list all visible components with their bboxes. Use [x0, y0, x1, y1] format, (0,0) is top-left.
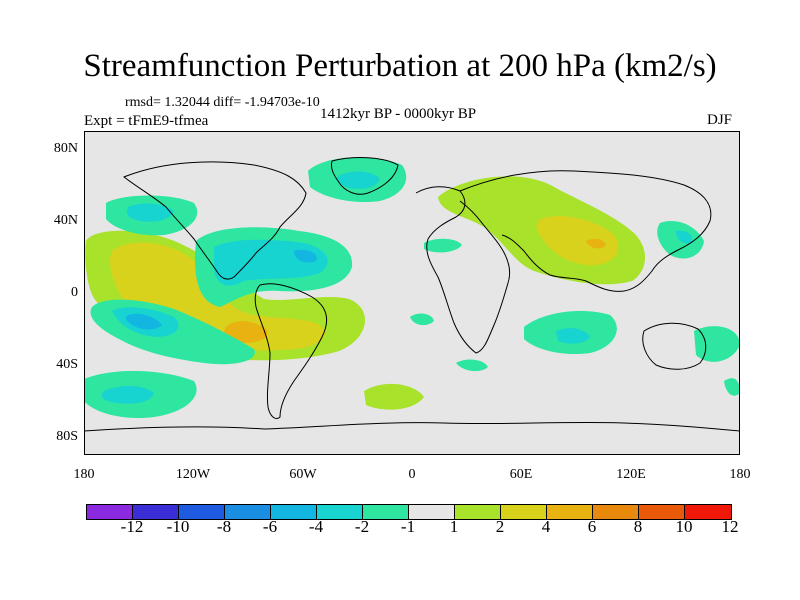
colorbar-level-label: -12	[120, 517, 144, 536]
contour-negative-far-east	[724, 378, 740, 396]
colorbar-level-label: 12	[721, 517, 739, 536]
asia-coast	[459, 170, 712, 292]
contour-fills	[84, 157, 740, 419]
colorbar-swatch	[455, 505, 501, 519]
europe-africa-coast	[415, 186, 511, 354]
contour-negative-south-pacific-core	[125, 313, 162, 330]
colorbar-level-label: 4	[541, 517, 551, 536]
contour-positive-asia-core	[586, 238, 606, 249]
north-america-coast	[122, 161, 307, 280]
antarctica-coast	[84, 421, 740, 432]
colorbar-swatch	[179, 505, 225, 519]
colorbar-level-label: -6	[262, 517, 278, 536]
colorbar-swatch	[593, 505, 639, 519]
lon-tick-label: 60E	[509, 467, 533, 482]
coastlines	[84, 157, 740, 432]
colorbar-swatch	[363, 505, 409, 519]
contour-negative-north-pacific-inner	[126, 203, 174, 222]
lon-tick-label: 120E	[616, 467, 646, 482]
contour-negative-south-atlantic	[456, 359, 488, 372]
contour-positive-asia-inner	[536, 216, 619, 266]
lat-tick-label: 40S	[56, 357, 78, 372]
colorbar-swatch	[87, 505, 133, 519]
lat-tick-label: 80S	[56, 429, 78, 444]
colorbar-swatch	[409, 505, 455, 519]
colorbar-swatch	[225, 505, 271, 519]
colorbar-level-label: -8	[216, 517, 232, 536]
colorbar-level-label: -10	[166, 517, 190, 536]
colorbar-level-label: -2	[354, 517, 370, 536]
colorbar-swatch	[639, 505, 685, 519]
map-panel	[84, 131, 740, 455]
lon-tick-label: 60W	[289, 467, 317, 482]
experiment-label: Expt = tFmE9-tfmea	[84, 113, 209, 129]
colorbar-swatch	[685, 505, 731, 519]
contour-negative-far-south-inner	[101, 385, 154, 404]
lon-tick-label: 120W	[175, 467, 211, 482]
map-svg	[84, 131, 740, 455]
lon-tick-label: 0	[408, 467, 416, 482]
colorbar-level-label: -1	[400, 517, 416, 536]
colorbar-swatch	[133, 505, 179, 519]
colorbar-level-label: 10	[675, 517, 693, 536]
contour-positive-south-atlantic	[364, 383, 424, 410]
colorbar-swatch	[271, 505, 317, 519]
chart-title: Streamfunction Perturbation at 200 hPa (…	[83, 48, 717, 84]
colorbar	[86, 504, 732, 520]
colorbar-swatch	[317, 505, 363, 519]
contour-negative-greenland-inner	[337, 171, 380, 189]
colorbar-level-label: 8	[633, 517, 643, 536]
colorbar-level-label: 2	[495, 517, 505, 536]
period-label: 1412kyr BP - 0000kyr BP	[320, 106, 477, 122]
colorbar-level-label: 1	[449, 517, 459, 536]
australia-coast	[642, 322, 707, 370]
colorbar-level-label: 6	[587, 517, 597, 536]
contour-negative-wnp-inner	[676, 230, 693, 244]
colorbar-swatch	[547, 505, 593, 519]
contour-negative-caribbean-core	[294, 249, 317, 263]
greenland-coast	[331, 157, 399, 195]
contour-negative-africa-north	[424, 238, 462, 253]
stats-label: rmsd= 1.32044 diff= -1.94703e-10	[125, 95, 320, 110]
lon-tick-label: 180	[729, 467, 751, 482]
contour-negative-indian-inner	[556, 328, 590, 344]
contour-negative-atlantic-south	[410, 313, 434, 326]
map-border	[84, 131, 740, 455]
colorbar-level-label: -4	[308, 517, 324, 536]
lat-tick-label: 0	[71, 285, 78, 300]
colorbar-swatch	[501, 505, 547, 519]
lat-tick-label: 40N	[53, 213, 78, 228]
south-america-coast	[254, 283, 328, 420]
season-label: DJF	[707, 112, 733, 128]
contour-positive-pacific-core	[224, 321, 268, 343]
lon-tick-label: 180	[73, 467, 95, 482]
lat-tick-label: 80N	[53, 141, 78, 156]
